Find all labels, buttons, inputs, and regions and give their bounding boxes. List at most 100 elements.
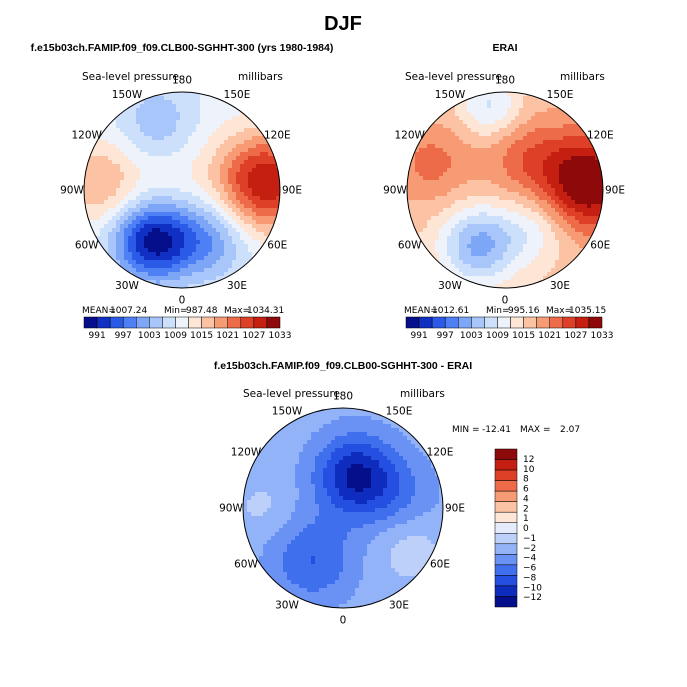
field-cell [144, 224, 149, 229]
field-cell [415, 164, 420, 169]
field-cell [168, 108, 173, 113]
field-cell [116, 144, 121, 149]
field-cell [491, 148, 496, 153]
field-cell [92, 160, 97, 165]
field-cell [571, 240, 576, 245]
field-cell [323, 488, 328, 493]
field-cell [311, 416, 316, 421]
field-cell [335, 452, 340, 457]
field-cell [539, 184, 544, 189]
field-cell [543, 252, 548, 257]
field-cell [299, 432, 304, 437]
field-cell [327, 464, 332, 469]
field-cell [459, 240, 464, 245]
field-cell [535, 276, 540, 281]
field-cell [152, 116, 157, 121]
field-cell [567, 124, 572, 129]
field-cell [343, 492, 348, 497]
field-cell [128, 176, 133, 181]
field-cell [483, 276, 488, 281]
field-cell [347, 448, 352, 453]
field-cell [379, 444, 384, 449]
field-cell [499, 248, 504, 253]
field-cell [343, 476, 348, 481]
field-cell [427, 152, 432, 157]
field-cell [244, 136, 249, 141]
field-cell [499, 284, 504, 288]
field-cell [128, 156, 133, 161]
field-cell [252, 216, 257, 221]
field-cell [471, 240, 476, 245]
field-cell [148, 116, 153, 121]
field-cell [483, 184, 488, 189]
field-cell [180, 136, 185, 141]
field-cell [268, 200, 273, 205]
field-cell [439, 160, 444, 165]
field-cell [371, 468, 376, 473]
field-cell [140, 232, 145, 237]
field-cell [531, 212, 536, 217]
colorbar-swatch [266, 316, 281, 329]
field-cell [515, 96, 520, 101]
field-cell [124, 224, 129, 229]
field-cell [315, 428, 320, 433]
field-cell [224, 240, 229, 245]
field-cell [399, 460, 404, 465]
field-cell [180, 128, 185, 133]
field-cell [419, 148, 424, 153]
field-cell [455, 260, 460, 265]
field-cell [124, 208, 129, 213]
field-cell [168, 284, 173, 288]
field-cell [156, 144, 161, 149]
field-cell [459, 192, 464, 197]
field-cell [415, 180, 420, 185]
colorbar-swatch [227, 316, 242, 329]
field-cell [140, 152, 145, 157]
field-cell [431, 260, 436, 265]
field-cell [475, 184, 480, 189]
field-cell [527, 148, 532, 153]
field-cell [96, 144, 101, 149]
field-cell [132, 248, 137, 253]
field-cell [543, 196, 548, 201]
field-cell [543, 160, 548, 165]
field-cell [531, 148, 536, 153]
field-cell [192, 96, 197, 101]
colorbar-tick-label: 991 [411, 331, 428, 341]
field-cell [579, 176, 584, 181]
field-cell [252, 224, 257, 229]
field-cell [391, 460, 396, 465]
field-cell [156, 116, 161, 121]
field-cell [120, 136, 125, 141]
colorbar-swatch [588, 316, 603, 329]
field-cell [559, 112, 564, 117]
field-cell [240, 168, 245, 173]
field-cell [148, 248, 153, 253]
field-cell [319, 468, 324, 473]
field-cell [391, 440, 396, 445]
field-cell [244, 192, 249, 197]
field-cell [224, 108, 229, 113]
field-cell [571, 176, 576, 181]
field-cell [535, 148, 540, 153]
field-cell [355, 416, 360, 421]
field-cell [503, 176, 508, 181]
field-cell [423, 156, 428, 161]
field-cell [192, 128, 197, 133]
field-cell [347, 452, 352, 457]
field-cell [511, 92, 516, 97]
field-cell [319, 480, 324, 485]
field-cell [152, 244, 157, 249]
field-cell [383, 492, 388, 497]
field-cell [144, 276, 149, 281]
field-cell [140, 168, 145, 173]
field-cell [256, 128, 261, 133]
field-cell [563, 252, 568, 257]
field-cell [563, 188, 568, 193]
field-cell [220, 108, 225, 113]
field-cell [575, 200, 580, 205]
field-cell [559, 248, 564, 253]
field-cell [315, 464, 320, 469]
field-cell [104, 132, 109, 137]
field-cell [204, 204, 209, 209]
